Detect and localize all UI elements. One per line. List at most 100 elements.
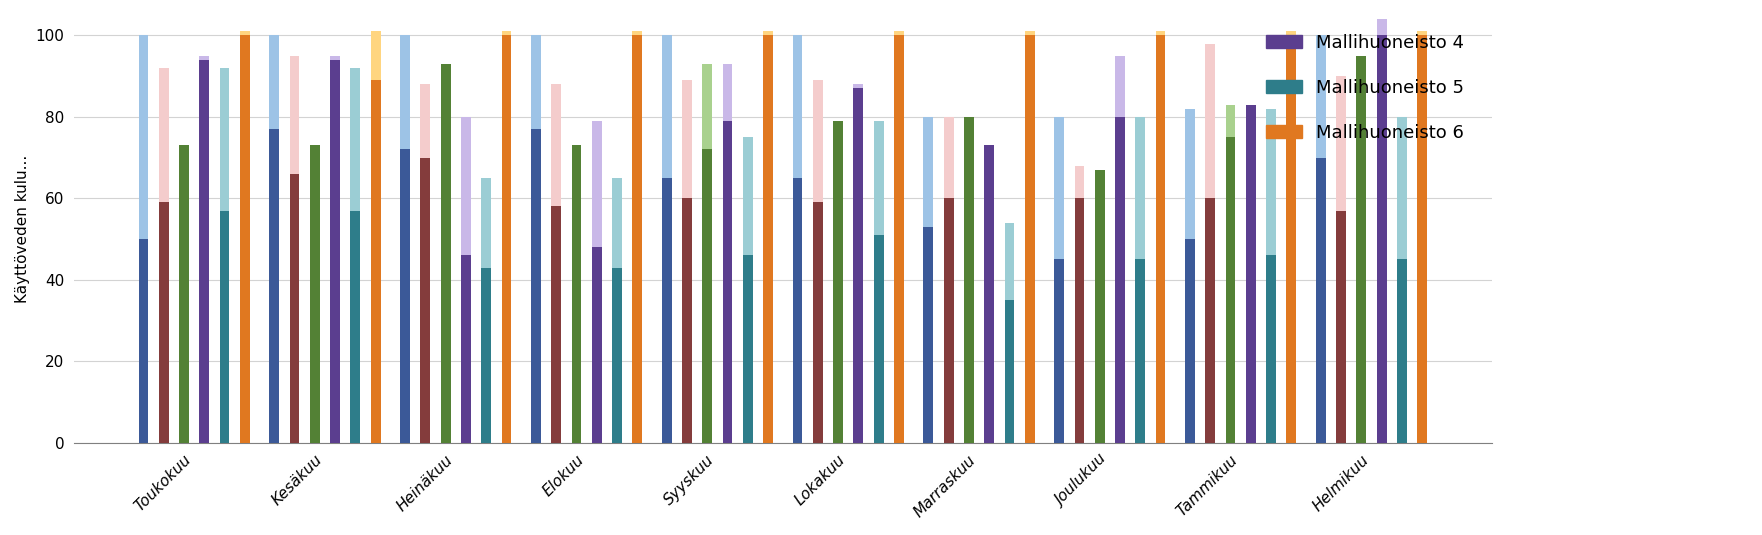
Bar — [139, 239, 148, 443]
Bar — [329, 60, 340, 443]
Bar — [571, 146, 581, 443]
Bar — [1267, 255, 1276, 443]
Bar — [1115, 117, 1124, 443]
Bar — [240, 35, 250, 443]
Bar — [1054, 117, 1064, 443]
Bar — [481, 268, 492, 443]
Bar — [1135, 117, 1145, 443]
Bar — [944, 198, 953, 443]
Bar — [722, 64, 733, 443]
Bar — [289, 56, 300, 443]
Legend: Mallihuoneisto 4, Mallihuoneisto 5, Mallihuoneisto 6: Mallihuoneisto 4, Mallihuoneisto 5, Mall… — [1247, 16, 1482, 160]
Bar — [1226, 105, 1235, 443]
Bar — [985, 146, 994, 443]
Bar — [1025, 35, 1034, 443]
Bar — [1205, 43, 1216, 443]
Bar — [682, 198, 692, 443]
Bar — [400, 35, 411, 443]
Bar — [270, 129, 278, 443]
Bar — [552, 207, 560, 443]
Bar — [159, 68, 169, 443]
Bar — [812, 202, 823, 443]
Bar — [289, 174, 300, 443]
Bar — [240, 31, 250, 443]
Bar — [1246, 105, 1256, 443]
Bar — [1397, 117, 1406, 443]
Bar — [964, 117, 974, 443]
Bar — [1417, 35, 1427, 443]
Bar — [1075, 198, 1084, 443]
Bar — [1226, 137, 1235, 443]
Bar — [1376, 35, 1387, 443]
Bar — [1025, 31, 1034, 443]
Bar — [592, 247, 601, 443]
Bar — [199, 60, 210, 443]
Bar — [744, 137, 752, 443]
Bar — [663, 178, 671, 443]
Bar — [440, 64, 451, 443]
Bar — [592, 121, 601, 443]
Bar — [964, 117, 974, 443]
Bar — [351, 68, 359, 443]
Y-axis label: Käyttöveden kulu...: Käyttöveden kulu... — [16, 155, 30, 303]
Bar — [874, 121, 883, 443]
Bar — [1156, 31, 1165, 443]
Bar — [220, 68, 229, 443]
Bar — [139, 35, 148, 443]
Bar — [1135, 259, 1145, 443]
Bar — [180, 146, 189, 443]
Bar — [611, 178, 622, 443]
Bar — [1336, 76, 1346, 443]
Bar — [462, 255, 470, 443]
Bar — [923, 227, 934, 443]
Bar — [1186, 109, 1195, 443]
Bar — [663, 35, 671, 443]
Bar — [1115, 56, 1124, 443]
Bar — [853, 84, 863, 443]
Bar — [1094, 170, 1105, 443]
Bar — [1004, 223, 1015, 443]
Bar — [502, 35, 511, 443]
Bar — [812, 80, 823, 443]
Bar — [1054, 259, 1064, 443]
Bar — [571, 146, 581, 443]
Bar — [923, 117, 934, 443]
Bar — [351, 211, 359, 443]
Bar — [1004, 300, 1015, 443]
Bar — [1286, 31, 1297, 443]
Bar — [552, 84, 560, 443]
Bar — [1316, 35, 1325, 443]
Bar — [440, 64, 451, 443]
Bar — [1357, 56, 1366, 443]
Bar — [744, 255, 752, 443]
Bar — [1075, 166, 1084, 443]
Bar — [1376, 19, 1387, 443]
Bar — [985, 146, 994, 443]
Bar — [682, 80, 692, 443]
Bar — [1417, 31, 1427, 443]
Bar — [270, 35, 278, 443]
Bar — [833, 121, 842, 443]
Bar — [370, 80, 381, 443]
Bar — [370, 31, 381, 443]
Bar — [1286, 35, 1297, 443]
Bar — [530, 129, 541, 443]
Bar — [633, 35, 641, 443]
Bar — [722, 121, 733, 443]
Bar — [793, 178, 802, 443]
Bar — [1246, 105, 1256, 443]
Bar — [763, 35, 774, 443]
Bar — [481, 178, 492, 443]
Bar — [1336, 211, 1346, 443]
Bar — [421, 158, 430, 443]
Bar — [874, 235, 883, 443]
Bar — [893, 31, 904, 443]
Bar — [1316, 158, 1325, 443]
Bar — [1267, 109, 1276, 443]
Bar — [329, 56, 340, 443]
Bar — [400, 149, 411, 443]
Bar — [1397, 259, 1406, 443]
Bar — [310, 146, 319, 443]
Bar — [310, 146, 319, 443]
Bar — [1186, 239, 1195, 443]
